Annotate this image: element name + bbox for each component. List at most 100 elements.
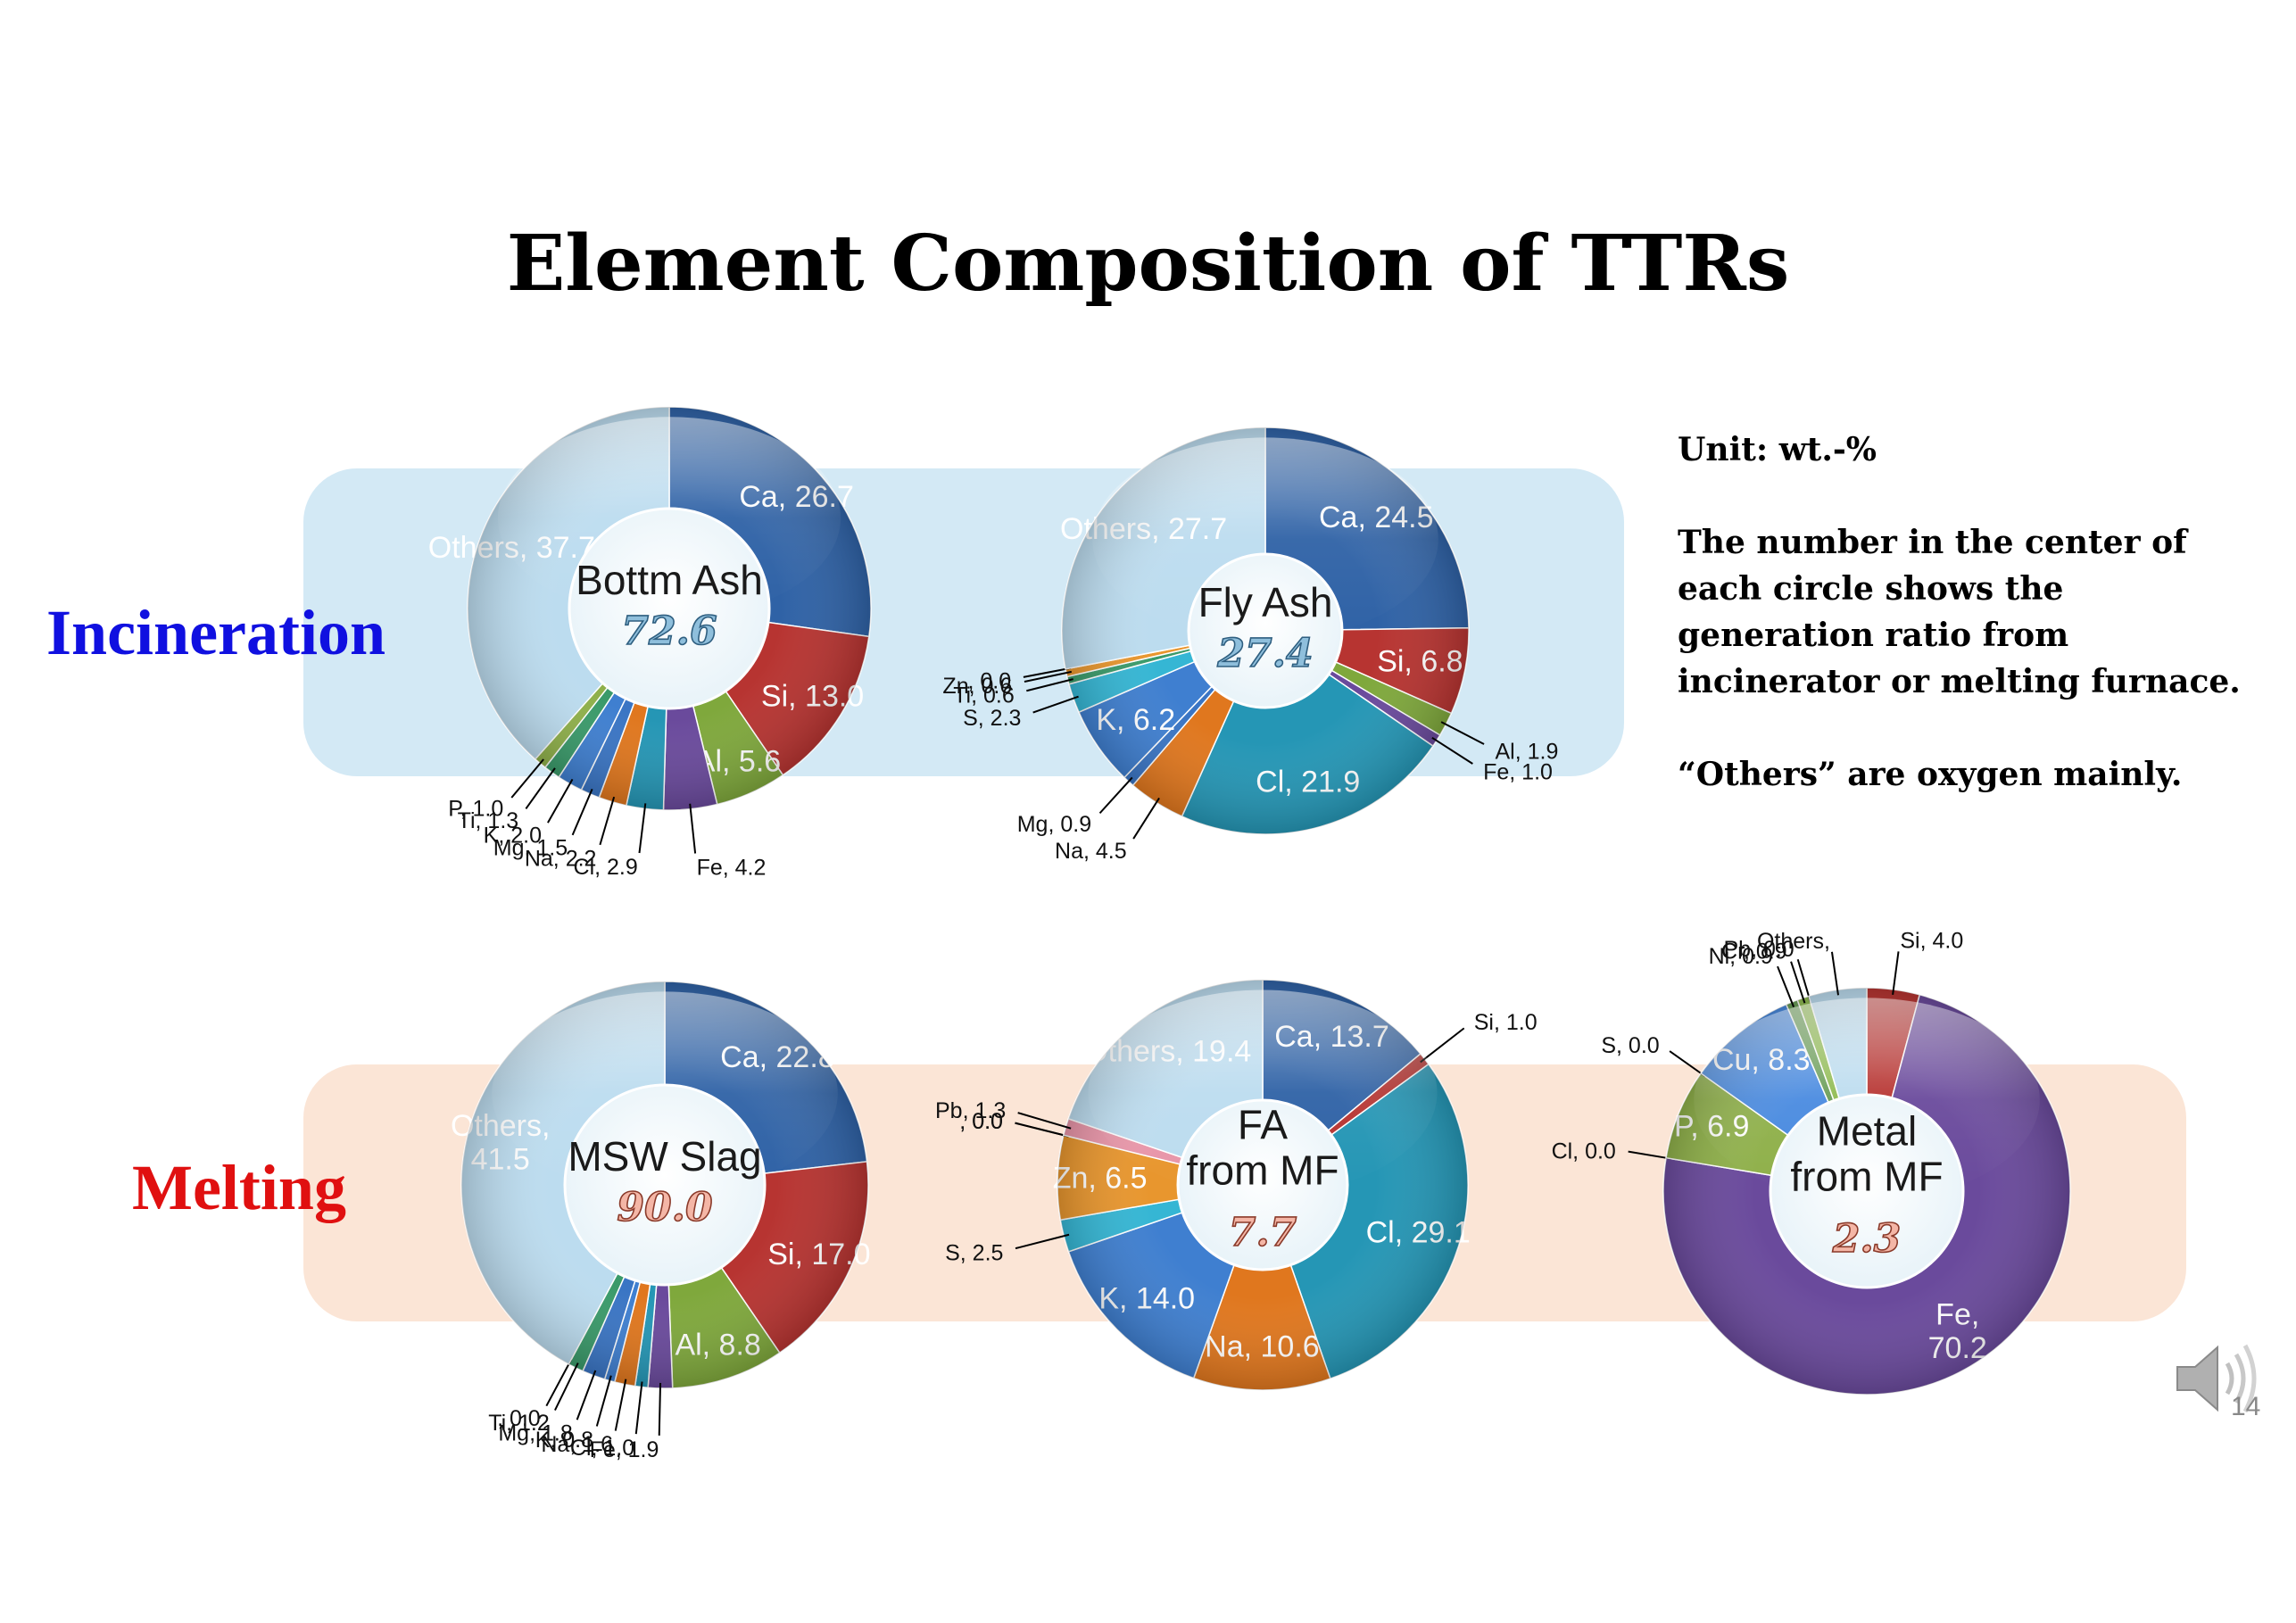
slice-label-na: Na, 1.6: [541, 1432, 613, 1457]
leader-line: [689, 803, 697, 854]
slice-label-cu: Cu, 8.3: [1712, 1043, 1811, 1077]
center-value: 72.6: [621, 609, 717, 654]
leader-line: [571, 788, 593, 836]
slice-label-others: Others, 27.7: [1060, 512, 1227, 546]
slice-label-na: Na, 4.5: [1055, 839, 1127, 864]
slice-label-si: Si, 1.0: [1474, 1010, 1538, 1035]
donut-hole: [1187, 552, 1344, 709]
slice-label-pb: , 0.0: [497, 1406, 541, 1431]
center-value: 2.3: [1832, 1216, 1902, 1262]
leader-line: [1669, 1050, 1706, 1078]
slice-label-zn: Zn, 6.5: [1053, 1161, 1148, 1195]
leader-line: [576, 1370, 597, 1420]
slice-label-ca: Ca, 13.7: [1274, 1020, 1389, 1054]
leader-line: [614, 1379, 627, 1431]
slice-label-si: Si, 13.0: [761, 680, 864, 714]
center-label: Bottm Ash: [576, 557, 763, 603]
slice-label-cl: Cl, 21.9: [1256, 765, 1360, 799]
center-value: 27.4: [1216, 631, 1313, 676]
slice-label-k: K, 14.0: [1098, 1281, 1195, 1315]
slice-label-fe: Fe, 1.9: [590, 1437, 659, 1462]
donut-chart-3: Ca, 22.8 Si, 17.0 Al, 8.8 Fe, 1.9Cl, 1.0Na,…: [451, 981, 871, 1462]
donut-chart-2: Ca, 24.5 Si, 6.8 Al, 1.9Fe, 1.0 Cl, 21.9 Na,…: [942, 426, 1558, 864]
leader-line: [1032, 695, 1079, 714]
slice-label-s: S, 2.5: [945, 1241, 1003, 1266]
slice-label-k: K, 2.0: [484, 823, 542, 848]
leader-line: [1830, 951, 1840, 996]
leader-line: [547, 778, 574, 824]
slice-label-cr: Cr, 0.9: [1721, 939, 1787, 964]
slice-label-na: Na, 10.6: [1205, 1329, 1320, 1363]
slice-label-ti: , 0.0: [959, 1109, 1003, 1134]
leader-line: [1892, 951, 1900, 996]
slice-label-ca: Ca, 26.7: [739, 480, 854, 514]
slice-label-ti: Ti, 0.6: [953, 683, 1015, 708]
slice-label-s: S, 0.0: [1601, 1033, 1659, 1058]
slice-label-k: K, 0.8: [535, 1428, 593, 1453]
slice-label-cl: Cl, 1.0: [570, 1436, 634, 1461]
center-explanation-note: The number in the center of each circle …: [1678, 524, 2241, 700]
donut-hole: [1769, 1093, 1965, 1289]
leader-line: [599, 796, 616, 846]
slice-label-ca: Ca, 22.8: [720, 1040, 835, 1074]
slice-label-pb: Pb, 1.3: [935, 1098, 1006, 1123]
center-label: MSW Slag: [568, 1133, 761, 1180]
slice-label-cl: Cl, 2.9: [574, 855, 638, 880]
donut-hole: [1176, 1098, 1349, 1271]
unit-note: Unit: wt.-%: [1678, 431, 1877, 468]
leader-line: [1015, 1233, 1070, 1250]
incineration-label: Incineration: [46, 597, 386, 668]
slice-label-si: Si, 6.8: [1377, 644, 1463, 678]
page-number: 14: [2231, 1392, 2261, 1421]
slice-label-na: Na, 2.2: [525, 846, 597, 871]
slice-label-cl: Cl, 0.0: [1552, 1139, 1616, 1163]
donut-chart-4: Ca, 13.7 Si, 1.0 Cl, 29.1 Na, 10.6 K, 14.0 S,…: [935, 979, 1538, 1391]
slice-label-pb: Pb, 0.0: [1723, 937, 1794, 962]
melting-label: Melting: [132, 1152, 346, 1223]
notes-panel: Unit: wt.-% The number in the center of …: [1678, 426, 2249, 844]
leader-line: [658, 1382, 662, 1436]
leader-line: [1026, 678, 1073, 692]
leader-line: [1790, 961, 1806, 1004]
slice-label-others: Others,: [1757, 929, 1830, 954]
leader-line: [1132, 797, 1160, 840]
leader-line: [634, 1381, 643, 1435]
slice-label-ni: Ni, 0.9: [1709, 944, 1773, 969]
leader-line: [1098, 776, 1133, 815]
slice-label-p: P, 6.9: [1674, 1109, 1749, 1143]
leader-line: [1796, 958, 1811, 1002]
slice-label-pb: , 0.0: [968, 668, 1012, 693]
slice-label-ca: Ca, 24.5: [1319, 501, 1434, 534]
slice-label-mg: Mg, 1.8: [498, 1420, 572, 1445]
slice-label-s: S, 2.3: [963, 706, 1021, 731]
center-label: FA from MF: [1186, 1102, 1339, 1194]
donut-chart-5: Si, 4.0 Fe, 70.2 Cl, 0.0 P, 6.9 S, 0.0 Cu, 8.3…: [1552, 928, 2071, 1395]
donut-hole: [568, 507, 771, 710]
donut-chart-1: Ca, 26.7Si, 13.0Al, 5.6Fe, 4.2Cl, 2.9Na,…: [428, 406, 872, 880]
slice-label-si: Si, 17.0: [767, 1238, 870, 1271]
slice-label-others: Others, 37.7: [428, 531, 595, 565]
leader-line: [1431, 736, 1473, 765]
center-value: 90.0: [617, 1185, 713, 1230]
slice-label-fe: Fe, 4.2: [697, 855, 767, 880]
slice-label-al: Al, 1.9: [1495, 739, 1558, 764]
speaker-icon[interactable]: [2168, 1329, 2267, 1428]
page-title: Element Composition of TTRs: [506, 219, 1790, 309]
slice-label-p: P, 1.0: [448, 797, 503, 822]
slice-label-al: Al, 8.8: [675, 1328, 760, 1362]
slice-label-zn: Zn, 0.6: [942, 674, 1012, 699]
donut-hole: [563, 1083, 767, 1287]
leader-line: [1777, 965, 1795, 1008]
leader-line: [638, 803, 647, 854]
slice-label-fe: Fe, 1.0: [1483, 760, 1553, 785]
leader-line: [1440, 721, 1485, 745]
slice-label-k: K, 6.2: [1096, 703, 1175, 737]
leader-line: [595, 1375, 612, 1427]
leader-line: [1420, 1027, 1465, 1064]
center-label: Fly Ash: [1198, 579, 1333, 625]
slice-label-cl: Cl, 29.1: [1366, 1215, 1471, 1249]
slice-label-fe: Fe, 70.2: [1928, 1297, 1987, 1364]
leader-line: [1628, 1150, 1672, 1160]
slice-label-ti: Ti, 1.2: [488, 1411, 550, 1436]
